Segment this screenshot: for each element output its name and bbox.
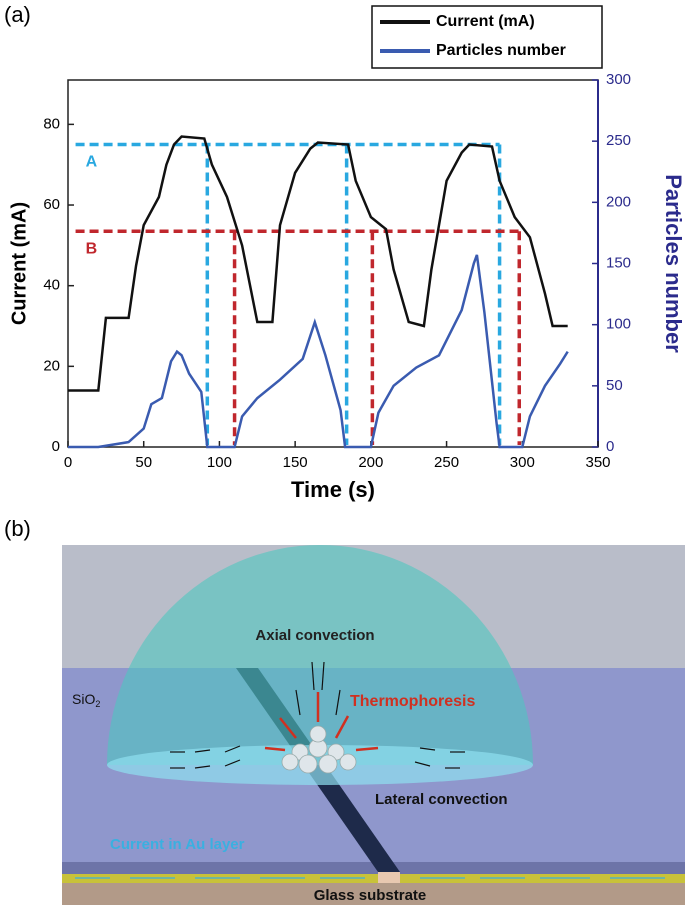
particle [298, 754, 318, 774]
y-tick-label: 60 [43, 196, 60, 213]
label: SiO2 [72, 691, 100, 710]
y2-axis-label: Particles number [661, 174, 685, 353]
particle [318, 754, 338, 774]
diagram: Axial convection SiO2 Thermophoresis Lat… [62, 545, 685, 905]
label: SiO [72, 691, 95, 707]
x-axis-label: Time (s) [291, 477, 375, 502]
au-layer [62, 874, 685, 883]
reference-label: B [86, 240, 98, 257]
arrows [170, 661, 465, 769]
arrow [311, 661, 315, 691]
legend-label: Current (mA) [436, 13, 535, 30]
y-tick-label: 0 [52, 438, 60, 455]
thermo-arrows [264, 692, 379, 752]
x-tick-label: 300 [510, 454, 535, 471]
x-tick-label: 0 [64, 454, 72, 471]
glass-layer [62, 883, 685, 905]
arrow [334, 715, 350, 739]
y2-tick-label: 300 [606, 71, 631, 88]
x-tick-label: 150 [283, 454, 308, 471]
arrow [355, 746, 379, 752]
y-tick-label: 40 [43, 277, 60, 294]
label: Axial convection [255, 627, 374, 644]
layer-edge [62, 862, 685, 874]
y2-tick-label: 0 [606, 438, 614, 455]
y2-tick-label: 200 [606, 193, 631, 210]
y2-tick-label: 50 [606, 377, 623, 394]
series-line [68, 135, 568, 392]
slot-bottom [378, 872, 400, 883]
particles [281, 725, 357, 774]
x-tick-label: 100 [207, 454, 232, 471]
arrow [414, 761, 431, 767]
arrow [279, 717, 297, 739]
arrow [419, 747, 436, 751]
arrow [295, 689, 301, 716]
arrow [194, 749, 211, 753]
arrow [335, 689, 341, 716]
particle [309, 725, 327, 743]
y2-tick-label: 100 [606, 316, 631, 333]
particle [339, 753, 357, 771]
x-tick-label: 200 [358, 454, 383, 471]
arrow [224, 745, 241, 753]
reference-label: A [86, 154, 98, 171]
label: Current in Au layer [110, 836, 245, 853]
y2-tick-label: 150 [606, 254, 631, 271]
droplet [107, 545, 533, 765]
x-tick-label: 350 [585, 454, 610, 471]
y-tick-label: 20 [43, 357, 60, 374]
series-line [68, 254, 569, 449]
label: Glass substrate [314, 887, 427, 904]
panel-label: (b) [4, 516, 31, 541]
x-tick-label: 50 [135, 454, 152, 471]
arrow [264, 746, 286, 752]
legend-label: Particles number [436, 42, 566, 59]
y-axis-label: Current (mA) [8, 202, 30, 325]
arrow [224, 759, 241, 767]
y2-tick-label: 250 [606, 132, 631, 149]
chart: 0 50 100 150 200 250 300 3500204060800501001502… [8, 5, 685, 502]
legend-box [371, 5, 603, 69]
particle [281, 753, 299, 771]
label: Thermophoresis [350, 693, 475, 710]
arrow [194, 765, 211, 769]
panel-label: (a) [4, 2, 31, 27]
arrow [321, 661, 325, 691]
y-tick-label: 80 [43, 115, 60, 132]
x-tick-label: 250 [434, 454, 459, 471]
label: Lateral convection [375, 791, 508, 808]
subscript: 2 [95, 699, 100, 709]
